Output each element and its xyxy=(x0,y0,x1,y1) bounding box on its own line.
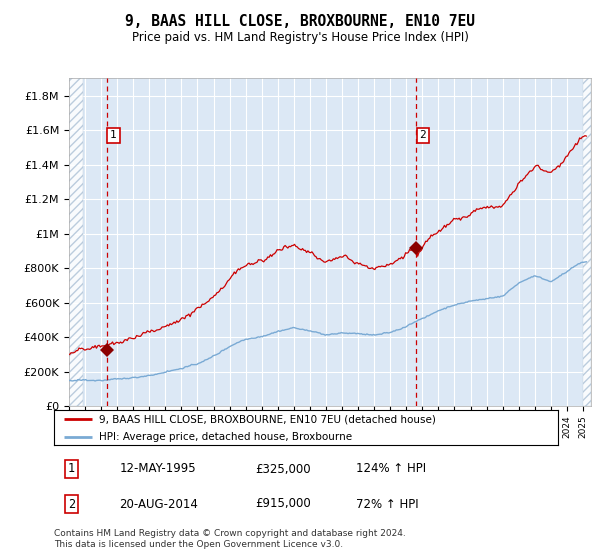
Text: 20-AUG-2014: 20-AUG-2014 xyxy=(119,497,199,511)
Text: 2: 2 xyxy=(68,497,75,511)
Text: 9, BAAS HILL CLOSE, BROXBOURNE, EN10 7EU (detached house): 9, BAAS HILL CLOSE, BROXBOURNE, EN10 7EU… xyxy=(100,414,436,424)
Text: Contains HM Land Registry data © Crown copyright and database right 2024.
This d: Contains HM Land Registry data © Crown c… xyxy=(54,529,406,549)
Text: £325,000: £325,000 xyxy=(256,463,311,475)
Text: 72% ↑ HPI: 72% ↑ HPI xyxy=(356,497,419,511)
Text: 1: 1 xyxy=(68,463,75,475)
Text: £915,000: £915,000 xyxy=(256,497,311,511)
Text: Price paid vs. HM Land Registry's House Price Index (HPI): Price paid vs. HM Land Registry's House … xyxy=(131,31,469,44)
Text: 9, BAAS HILL CLOSE, BROXBOURNE, EN10 7EU: 9, BAAS HILL CLOSE, BROXBOURNE, EN10 7EU xyxy=(125,14,475,29)
Text: 2: 2 xyxy=(419,130,427,141)
Text: HPI: Average price, detached house, Broxbourne: HPI: Average price, detached house, Brox… xyxy=(100,432,352,441)
Text: 1: 1 xyxy=(110,130,117,141)
Text: 124% ↑ HPI: 124% ↑ HPI xyxy=(356,463,427,475)
Text: 12-MAY-1995: 12-MAY-1995 xyxy=(119,463,196,475)
